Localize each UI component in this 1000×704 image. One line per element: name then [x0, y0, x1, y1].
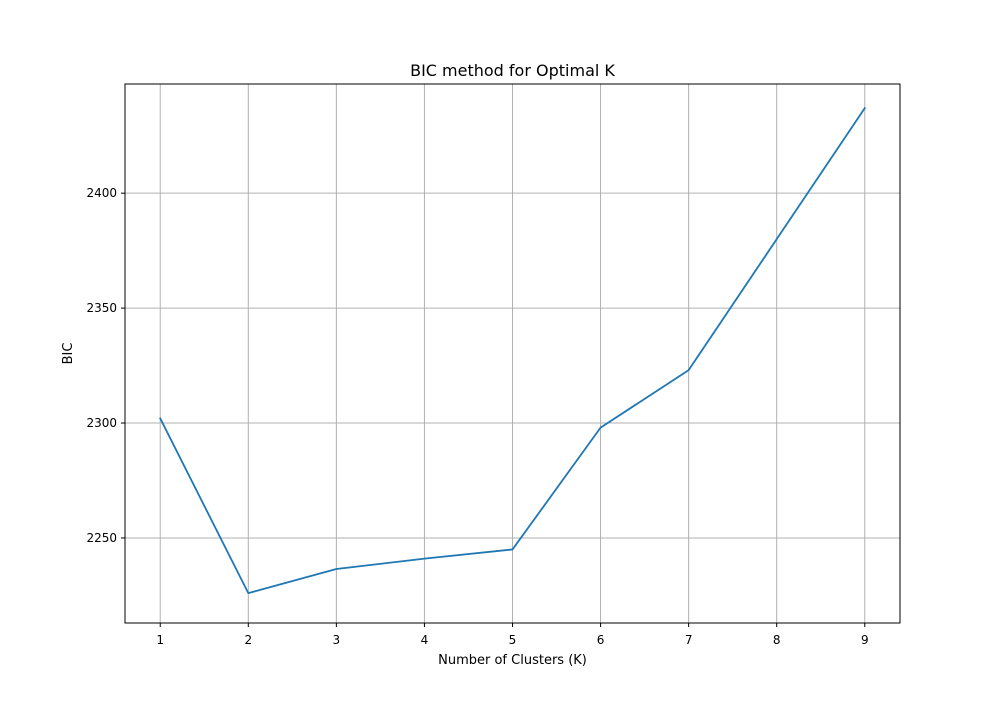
x-tick-label: 2	[244, 633, 252, 647]
y-tick-label: 2250	[86, 531, 117, 545]
x-tick-label: 1	[156, 633, 164, 647]
bic-series-line	[159, 106, 867, 595]
x-tick-label: 9	[861, 633, 869, 647]
y-tick-label: 2350	[86, 301, 117, 315]
x-tick-label: 8	[773, 633, 781, 647]
y-axis-label: BIC	[61, 343, 76, 365]
x-tick-label: 6	[597, 633, 605, 647]
x-tick-label: 7	[685, 633, 693, 647]
y-tick-label: 2400	[86, 186, 117, 200]
y-tick-label: 2300	[86, 416, 117, 430]
series-layer	[159, 106, 867, 595]
grid-lines	[125, 84, 900, 623]
x-axis-label: Number of Clusters (K)	[438, 653, 587, 668]
x-tick-label: 4	[421, 633, 429, 647]
tick-layer: 1 2 3 4 5 6 7 8 9 2250 2300 2350 2400	[86, 186, 868, 647]
x-tick-label: 5	[509, 633, 517, 647]
x-tick-label: 3	[333, 633, 341, 647]
chart-title: BIC method for Optimal K	[410, 61, 615, 80]
